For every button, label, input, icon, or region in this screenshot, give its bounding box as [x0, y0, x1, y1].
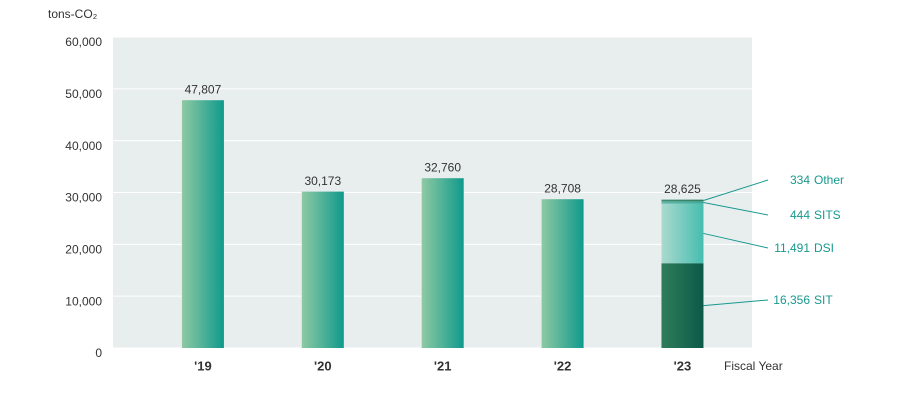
y-tick-label: 40,000	[65, 139, 102, 153]
y-tick-label: 20,000	[65, 243, 102, 257]
value-label: 47,807	[185, 82, 222, 96]
value-label: 32,760	[424, 160, 461, 174]
y-tick-label: 0	[95, 346, 102, 360]
bar-segment	[661, 263, 704, 348]
segment-name-label: SITS	[814, 208, 841, 222]
bar-segment	[661, 203, 704, 264]
y-tick-label: 30,000	[65, 191, 102, 205]
leader-line	[703, 179, 769, 201]
value-label: 28,708	[544, 181, 581, 195]
y-tick-label: 60,000	[65, 35, 102, 49]
y-axis-title: tons-CO₂	[48, 7, 98, 21]
bar	[421, 178, 464, 348]
y-tick-label: 50,000	[65, 87, 102, 101]
x-tick-label: '21	[434, 358, 452, 373]
y-tick-label: 10,000	[65, 294, 102, 308]
segment-name-label: DSI	[814, 241, 834, 255]
segment-value-label: 11,491	[774, 241, 810, 255]
x-tick-label: '23	[674, 358, 692, 373]
bar	[181, 100, 224, 349]
leader-line	[703, 202, 769, 216]
bar-segment	[661, 199, 704, 202]
segment-value-label: 334	[790, 173, 810, 187]
value-label: 30,173	[304, 174, 341, 188]
segment-name-label: Other	[814, 173, 844, 187]
bar	[301, 191, 344, 348]
segment-name-label: SIT	[814, 293, 833, 307]
value-label: 28,625	[664, 182, 701, 196]
leader-line	[703, 299, 769, 307]
segment-value-label: 16,356	[773, 293, 810, 307]
leader-line	[703, 232, 769, 249]
bar-segment	[661, 201, 704, 204]
bar	[541, 199, 584, 348]
x-tick-label: '19	[194, 358, 212, 373]
x-tick-label: '20	[314, 358, 332, 373]
x-axis-title: Fiscal Year	[724, 359, 783, 373]
x-tick-label: '22	[554, 358, 572, 373]
segment-value-label: 444	[790, 208, 810, 222]
